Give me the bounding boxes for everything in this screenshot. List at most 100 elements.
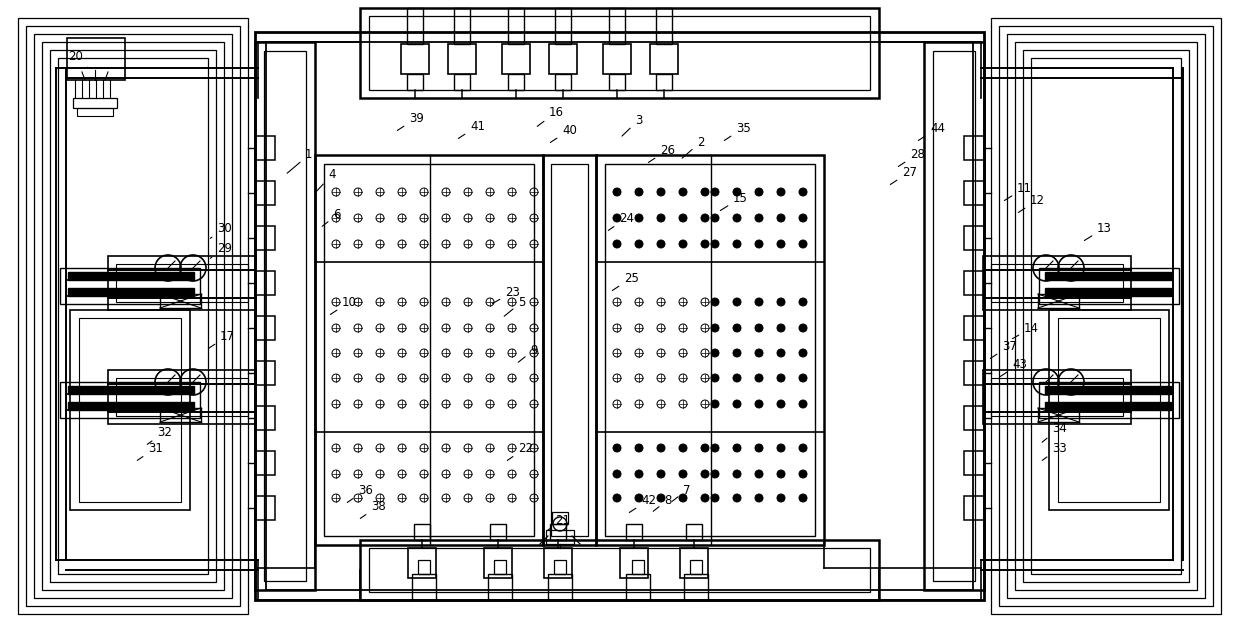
Circle shape	[799, 470, 807, 478]
Bar	[991, 378, 1123, 416]
Bar	[1040, 268, 1180, 304]
Polygon shape	[1044, 386, 1171, 394]
Bar	[1058, 318, 1160, 502]
Polygon shape	[68, 386, 195, 394]
Text: 40: 40	[550, 123, 577, 142]
Circle shape	[711, 444, 719, 452]
Bar	[33, 34, 232, 598]
Bar	[108, 256, 256, 310]
Circle shape	[799, 444, 807, 452]
Circle shape	[711, 470, 719, 478]
Circle shape	[701, 470, 709, 478]
Circle shape	[657, 470, 665, 478]
Polygon shape	[1044, 288, 1171, 296]
Text: 32: 32	[147, 425, 172, 444]
Bar	[924, 42, 984, 590]
Bar	[964, 226, 984, 250]
Circle shape	[799, 188, 807, 196]
Bar	[964, 361, 984, 385]
Text: 17: 17	[208, 329, 235, 348]
Circle shape	[777, 214, 786, 222]
Bar	[690, 560, 703, 574]
Circle shape	[657, 444, 665, 452]
Bar	[554, 560, 566, 574]
Bar	[413, 574, 436, 600]
Circle shape	[711, 298, 719, 306]
Bar	[266, 42, 973, 590]
Bar	[544, 548, 572, 578]
Bar	[255, 271, 275, 295]
Circle shape	[799, 494, 807, 502]
Bar	[555, 8, 571, 44]
Text: 23: 23	[492, 286, 520, 303]
Circle shape	[613, 470, 621, 478]
Bar	[255, 406, 275, 430]
Bar	[610, 8, 624, 44]
Circle shape	[701, 240, 709, 248]
Polygon shape	[68, 272, 195, 280]
Circle shape	[679, 494, 686, 502]
Bar	[546, 530, 574, 544]
Bar	[655, 74, 672, 90]
Bar	[59, 382, 199, 418]
Bar	[933, 51, 975, 581]
Bar	[401, 44, 429, 74]
Text: 44: 44	[918, 121, 945, 140]
Text: 5: 5	[504, 296, 525, 316]
Text: 12: 12	[1018, 193, 1044, 212]
Bar	[964, 181, 984, 205]
Circle shape	[777, 400, 786, 408]
Text: 8: 8	[653, 494, 672, 511]
Text: 14: 14	[1012, 322, 1040, 339]
Circle shape	[701, 188, 709, 196]
Bar	[620, 548, 648, 578]
Bar	[964, 406, 984, 430]
Text: 21: 21	[548, 513, 570, 530]
Text: 36: 36	[347, 483, 373, 502]
Circle shape	[711, 374, 719, 382]
Circle shape	[755, 240, 763, 248]
Circle shape	[733, 214, 741, 222]
Circle shape	[657, 214, 665, 222]
Circle shape	[679, 444, 686, 452]
Bar	[449, 44, 476, 74]
Bar	[964, 496, 984, 520]
Bar	[255, 226, 275, 250]
Bar	[549, 44, 577, 74]
Circle shape	[657, 494, 665, 502]
Circle shape	[613, 240, 621, 248]
Text: 13: 13	[1084, 221, 1111, 241]
Circle shape	[755, 444, 763, 452]
Bar	[550, 524, 566, 540]
Bar	[1040, 382, 1180, 418]
Bar	[488, 574, 512, 600]
Circle shape	[799, 240, 807, 248]
Circle shape	[799, 298, 807, 306]
Text: 4: 4	[315, 169, 336, 193]
Circle shape	[755, 349, 763, 357]
Bar	[1049, 310, 1170, 510]
Bar	[369, 16, 870, 90]
Text: 29: 29	[211, 241, 232, 258]
Bar	[553, 512, 567, 524]
Text: 6: 6	[322, 209, 341, 226]
Circle shape	[636, 214, 643, 222]
Circle shape	[777, 324, 786, 332]
Bar	[58, 58, 208, 574]
Circle shape	[733, 444, 741, 452]
Bar	[684, 574, 707, 600]
Text: 35: 35	[725, 121, 751, 140]
Bar	[680, 548, 707, 578]
Bar	[983, 370, 1131, 424]
Bar	[686, 524, 703, 540]
Bar	[264, 51, 306, 581]
Circle shape	[755, 494, 763, 502]
Bar	[508, 8, 524, 44]
Text: 28: 28	[898, 147, 924, 166]
Circle shape	[711, 188, 719, 196]
Text: 30: 30	[211, 221, 232, 238]
Bar	[610, 74, 624, 90]
Bar	[548, 574, 572, 600]
Circle shape	[636, 494, 643, 502]
Text: 31: 31	[138, 442, 162, 461]
